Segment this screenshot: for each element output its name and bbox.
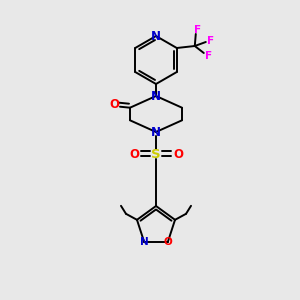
Text: N: N xyxy=(151,89,161,103)
Text: O: O xyxy=(129,148,139,160)
Text: N: N xyxy=(151,125,161,139)
Text: N: N xyxy=(151,29,161,43)
Text: F: F xyxy=(194,25,201,35)
Text: O: O xyxy=(109,98,119,111)
Text: F: F xyxy=(207,36,214,46)
Text: N: N xyxy=(140,237,148,247)
Text: S: S xyxy=(151,148,161,160)
Text: O: O xyxy=(164,237,172,247)
Text: O: O xyxy=(173,148,183,160)
Text: F: F xyxy=(205,51,212,61)
